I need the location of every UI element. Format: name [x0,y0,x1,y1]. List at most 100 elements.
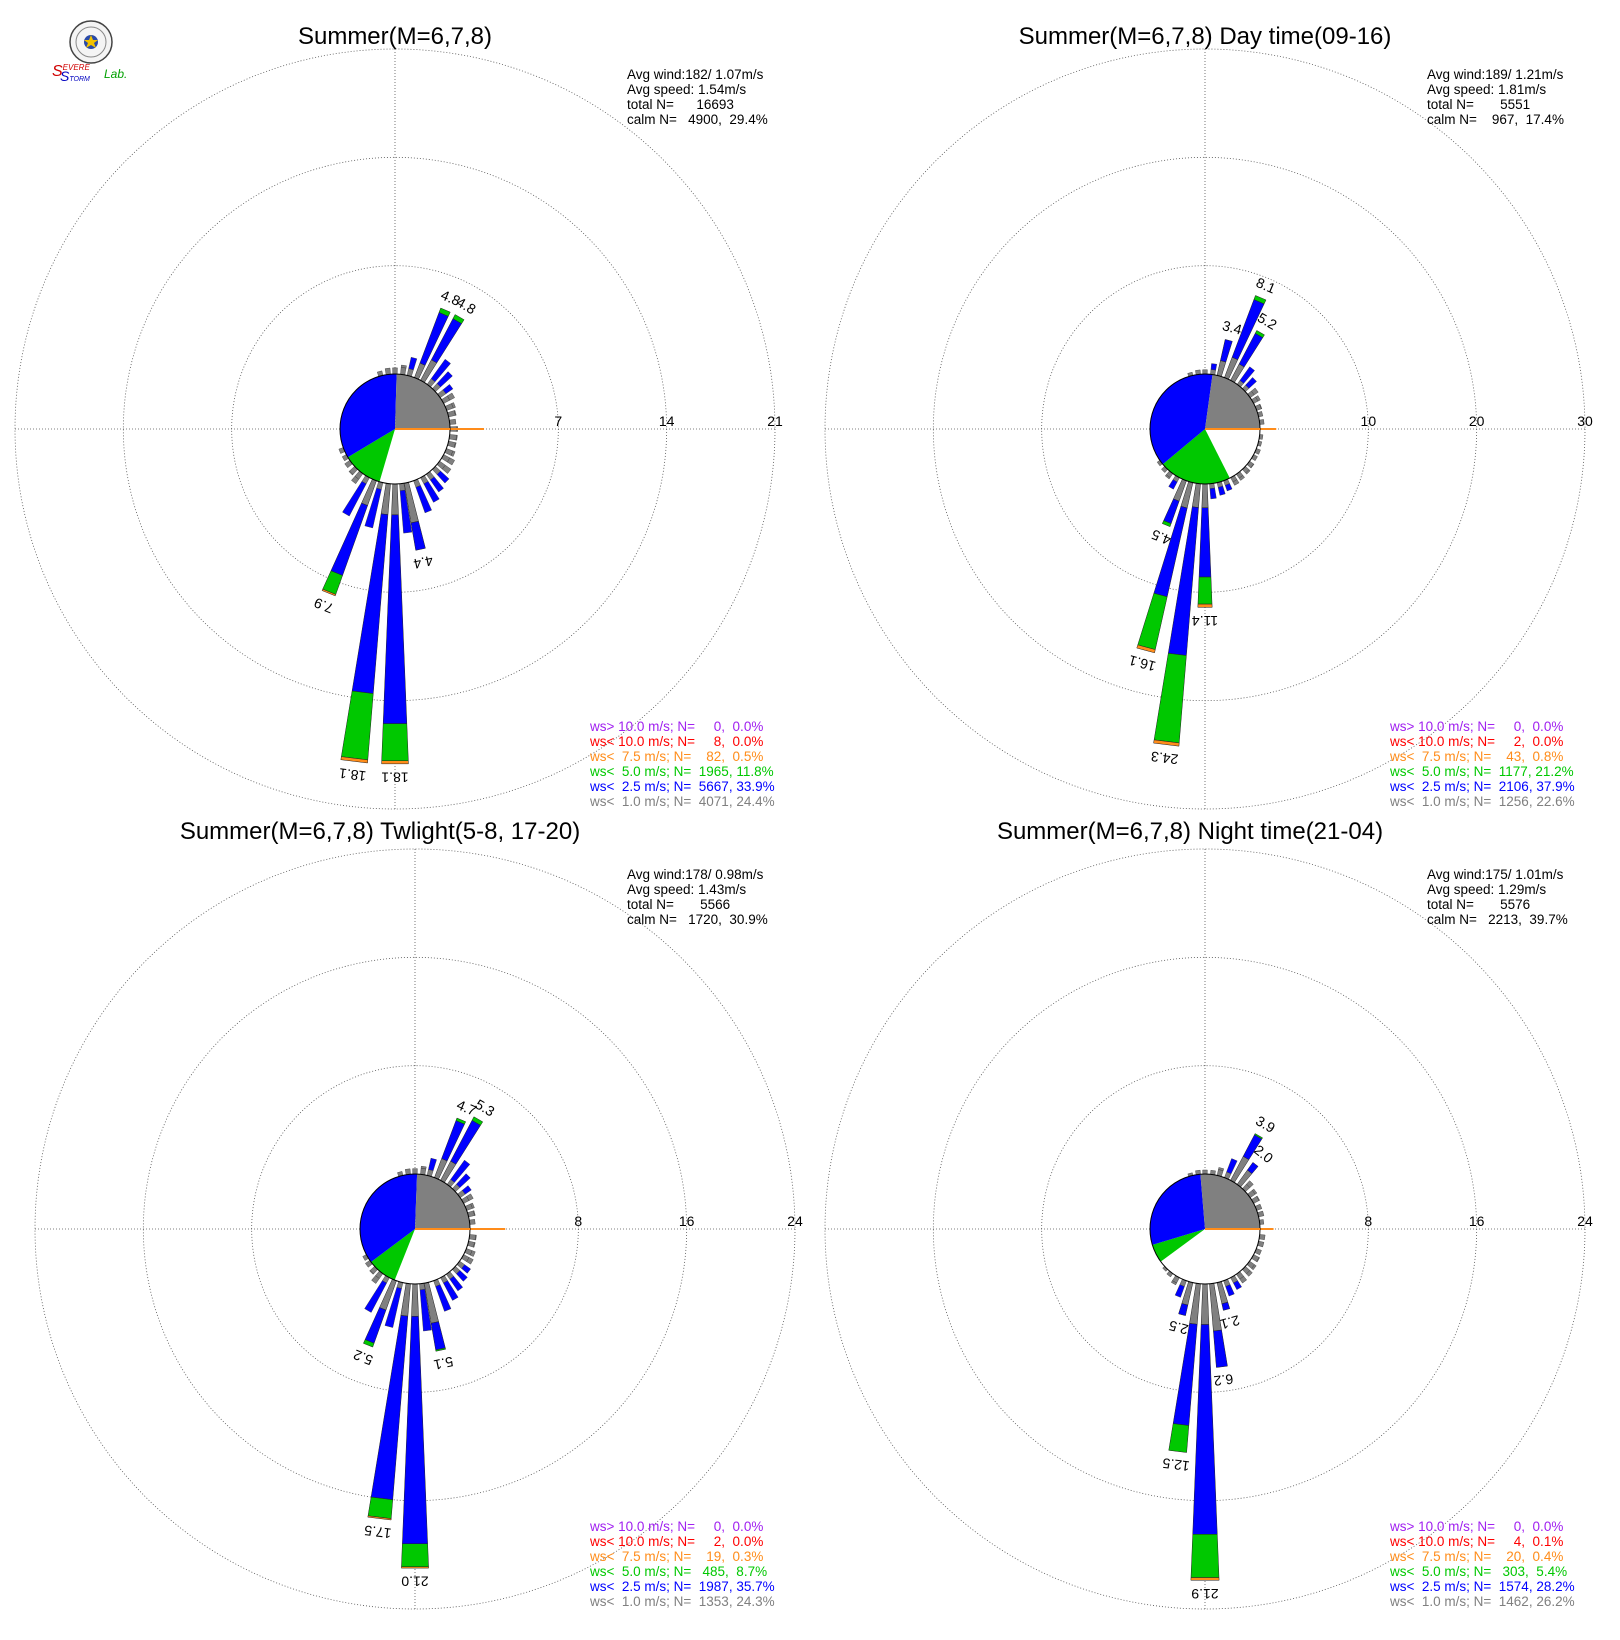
petal-small-gray [412,1168,418,1175]
petal-gray [380,482,391,515]
petal-small-blue [435,1284,452,1312]
petal-label: 4.4 [412,553,435,573]
calm-pie-slice [359,1174,418,1262]
petal-label: 5.2 [351,1346,375,1368]
petal-small-blue [1256,1195,1260,1201]
petal-small-blue [1251,1264,1257,1271]
petal-small-gray [1202,1169,1208,1175]
petal-label: 17.5 [363,1522,392,1541]
petal-small-gray [449,418,457,425]
petal-small-blue [1174,1284,1185,1298]
legend-entry: ws< 5.0 m/s; N= 1177, 21.2% [1389,764,1574,779]
petal-label: 4.5 [1149,526,1173,548]
calm-pie-slice [1205,374,1260,429]
calm-pie-slice [347,429,395,482]
legend-entry: ws> 10.0 m/s; N= 0, 0.0% [589,719,763,734]
petal-label: 8.1 [1254,274,1278,296]
stats-line: total N= 5576 [1427,897,1530,912]
petal-small-blue [420,1165,427,1170]
petal-green [455,1117,467,1125]
petal-label: 4.7 [454,1096,478,1118]
petal-orange [321,588,337,597]
petal-orange [1190,1577,1220,1581]
logo-lab: Lab. [104,67,127,81]
petal-small-blue [1245,377,1257,389]
petal-small-blue [1168,479,1178,490]
petal-small-blue [1255,395,1261,402]
legend-entry: ws< 10.0 m/s; N= 2, 0.0% [589,1534,763,1549]
petal-green [438,307,451,317]
calm-pie-slice [1150,373,1213,465]
petal-blue [1247,1161,1259,1174]
legend-entry: ws> 10.0 m/s; N= 0, 0.0% [1389,719,1563,734]
stats-line: Avg speed: 1.43m/s [627,882,746,897]
legend-entry: ws> 10.0 m/s; N= 0, 0.0% [1389,1519,1563,1534]
petal-small-blue [450,450,456,457]
petal-green [363,1339,375,1348]
calm-pie-slice [1200,1174,1260,1229]
ring-label: 7 [554,413,562,429]
legend-entry: ws< 5.0 m/s; N= 485, 8.7% [589,1564,767,1579]
legend-entry: ws< 7.5 m/s; N= 82, 0.5% [589,749,763,764]
petal-small-blue [1256,1257,1260,1263]
petal-gray [1191,482,1201,508]
petal-label: 18.1 [338,765,367,784]
petal-small-blue [1209,487,1217,500]
stats-line: calm N= 1720, 30.9% [627,912,768,927]
legend-entry: ws< 1.0 m/s; N= 1353, 24.3% [589,1594,775,1609]
petal-blue [364,1307,387,1344]
stats-line: Avg speed: 1.81m/s [1427,82,1546,97]
petal-small-blue [369,1270,374,1275]
petal-label: 3.9 [1253,1112,1278,1136]
petal-green [435,1347,446,1352]
petal-small-blue [430,476,444,493]
petal-orange [1153,739,1180,747]
legend-entry: ws< 2.5 m/s; N= 1987, 35.7% [589,1579,775,1594]
petal-small-blue [1245,469,1251,475]
petal-gray [400,1283,411,1317]
petal-gray [1201,483,1209,509]
ring-label: 16 [1469,1213,1485,1229]
petal-small-blue [455,434,458,441]
petal-small-blue [473,1210,476,1216]
petal-label: 2.5 [1167,1317,1190,1338]
petal-small-gray [384,367,391,375]
petal-small-gray [392,367,398,375]
petal-green [1254,1133,1263,1140]
petal-small-blue [419,1289,432,1332]
petal-green [452,314,465,324]
petal-gray [1216,360,1227,377]
petal-small-blue [364,1280,387,1313]
petal-small-blue [456,1270,468,1282]
legend-entry: ws< 7.5 m/s; N= 19, 0.3% [589,1549,763,1564]
petal-small-blue [428,1157,437,1171]
petal-orange [1197,603,1213,608]
chart-title: Summer(M=6,7,8) Day time(09-16) [1019,23,1392,50]
petal-small-blue [443,1280,459,1301]
petal-small-blue [342,481,367,517]
petal-label: 18.1 [381,769,408,785]
legend-entry: ws< 5.0 m/s; N= 1965, 11.8% [589,764,774,779]
calm-pie-slice [339,374,397,458]
petal-small-blue [415,485,432,514]
legend-entry: ws< 2.5 m/s; N= 1574, 28.2% [1389,1579,1575,1594]
petal-small-blue [466,1257,474,1265]
petal-small-blue [1224,483,1233,492]
lab-logo: SEVERE STORM Lab. [52,20,127,84]
petal-blue [402,1316,428,1544]
petal-label: 21.9 [1191,1586,1218,1602]
petal-orange [1136,644,1156,654]
petal-small-blue [399,489,413,534]
stats-line: Avg wind:175/ 1.01m/s [1427,867,1564,882]
petal-small-gray [448,434,457,441]
petal-blue [1213,1329,1228,1368]
petal-green [1168,1423,1190,1453]
petal-small-blue [453,410,457,416]
petal-small-blue [384,1287,402,1328]
petal-gray [391,483,399,516]
stats-line: calm N= 967, 17.4% [1427,112,1564,127]
petal-blue [370,1315,409,1501]
stats-line: Avg speed: 1.54m/s [627,82,746,97]
wind-rose-panel: 10 20 303.48.15.24.516.124.311.4Summer(M=6… [824,23,1593,810]
ring-label: 14 [659,413,675,429]
